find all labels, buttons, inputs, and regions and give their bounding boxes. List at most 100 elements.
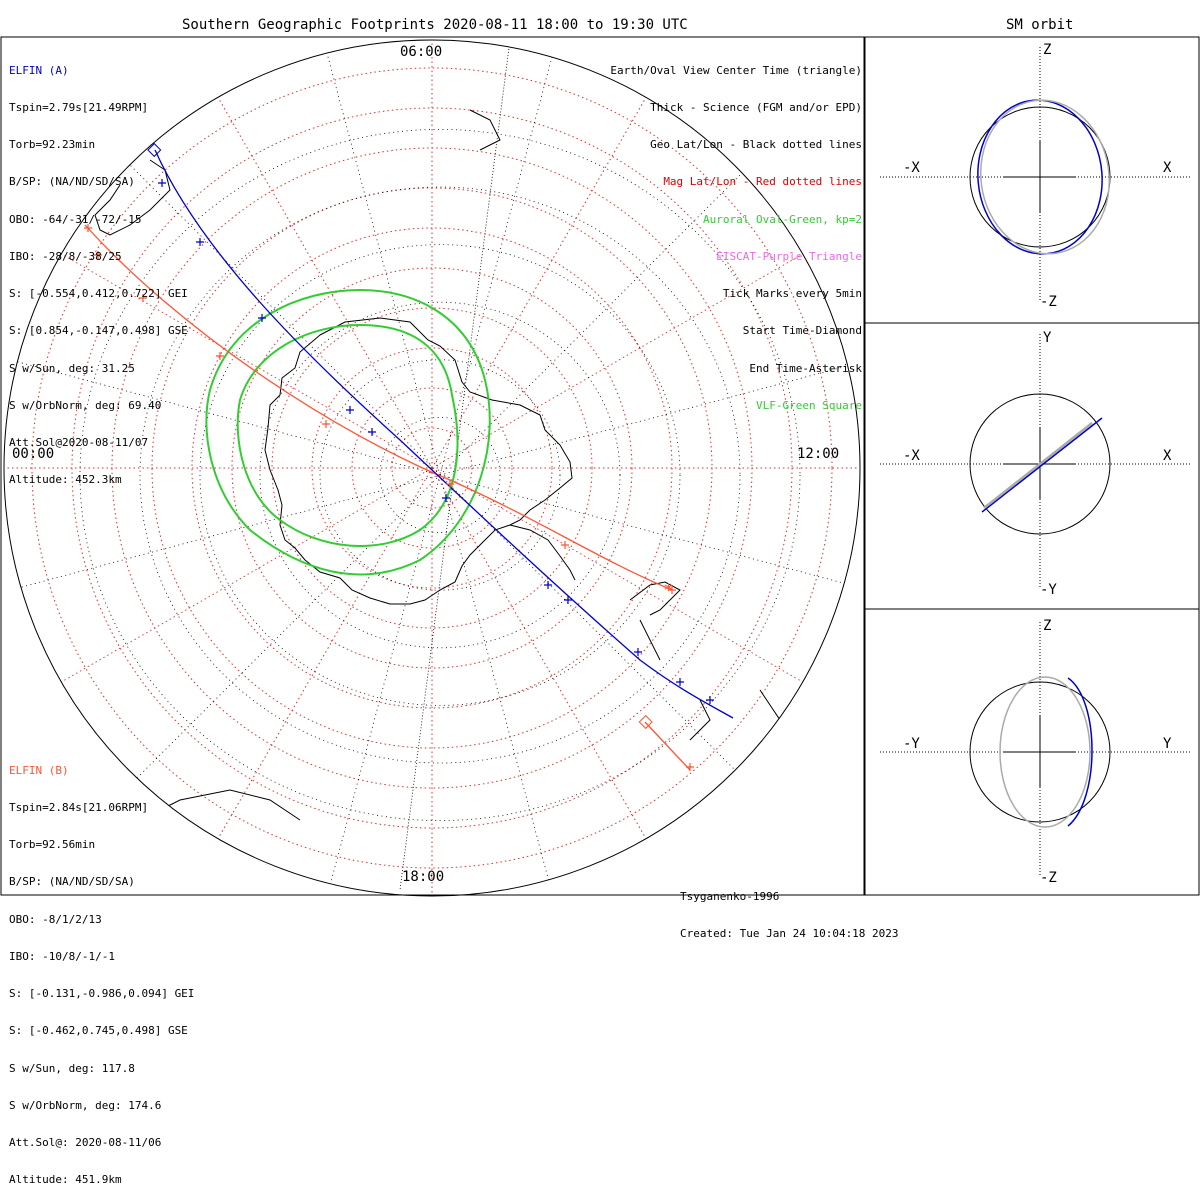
elfin-b-tspin: Tspin=2.84s[21.06RPM]	[9, 801, 149, 815]
orbit1-label-top: Z	[1043, 42, 1052, 58]
orbit2-label-bottom: -Y	[1040, 582, 1057, 598]
geo-lat-circle	[379, 416, 501, 533]
mag-lat-circle	[231, 267, 633, 669]
geo-lon-line	[325, 474, 441, 896]
elfin-a-start-diamond	[147, 142, 162, 158]
elfin-b-s-gse: S: [-0.462,0.745,0.498] GSE	[9, 1024, 188, 1038]
elfin-b-s-gei: S: [-0.131,-0.986,0.094] GEI	[9, 987, 195, 1001]
elfin-b-orbit	[999, 676, 1091, 828]
legend-item-eiscat: EISCAT-Purple Triangle	[716, 249, 862, 263]
tick-mark	[368, 428, 376, 436]
footprint-map: *	[0, 36, 1200, 897]
elfin-a-attsol: Att.Sol@2020-08-11/07	[9, 436, 149, 449]
orbit2-label-top: Y	[1043, 330, 1052, 346]
elfin-b-end-asterisk: *	[664, 580, 673, 601]
legend-item-geo-grid: Geo Lat/Lon - Black dotted lines	[650, 138, 862, 152]
auroral-oval-inner	[236, 323, 459, 547]
legend-item-end: End Time-Asterisk	[749, 361, 862, 375]
tick-mark	[258, 314, 266, 322]
orbit3-label-bottom: -Z	[1040, 870, 1057, 886]
elfin-a-s-gei: S: [-0.554,0.412,0.722] GEI	[9, 287, 188, 301]
auroral-oval	[205, 288, 491, 576]
south-america-coast	[629, 581, 681, 616]
tick-mark	[706, 696, 714, 704]
tick-mark	[158, 179, 166, 187]
elfin-b-altitude: Altitude: 451.9km	[9, 1173, 122, 1187]
elfin-a-orbit	[1067, 677, 1093, 827]
elfin-b-obo: OBO: -8/1/2/13	[9, 912, 102, 926]
orbit1-label-bottom: -Z	[1040, 294, 1057, 310]
legend-item-science: Thick - Science (FGM and/or EPD)	[650, 101, 862, 115]
mlt-label-left: 00:00	[12, 446, 55, 462]
tick-mark	[668, 586, 676, 594]
tick-mark	[564, 596, 572, 604]
tick-mark	[94, 251, 102, 259]
tick-mark	[216, 352, 224, 360]
elfin-b-start-diamond	[638, 714, 653, 730]
tick-mark	[139, 294, 147, 302]
elfin-a-bsp: B/SP: (NA/ND/SD/SA)	[9, 175, 135, 189]
antarctica-coast	[264, 317, 573, 605]
tick-mark	[446, 480, 454, 488]
orbit-drawings	[880, 47, 1190, 877]
elfin-b-s-orbnorm: S w/OrbNorm, deg: 174.6	[9, 1098, 162, 1112]
new-zealand-coast	[469, 109, 501, 151]
orbit1-label-left: -X	[903, 160, 920, 176]
map-panel-border	[0, 36, 865, 896]
tick-mark	[322, 420, 330, 428]
mag-lat-circle	[271, 307, 593, 629]
legend-item-start: Start Time-Diamond	[742, 324, 862, 338]
geo-lat-circle	[259, 301, 621, 649]
orbit1-label-right: X	[1163, 160, 1172, 176]
legend: Earth/Oval View Center Time (triangle) T…	[610, 40, 862, 425]
tick-mark	[544, 581, 552, 589]
elfin-a-s-orbnorm: S w/OrbNorm, deg: 69.40	[9, 398, 162, 412]
orbit-panel-border	[864, 36, 1200, 896]
legend-item-tick-marks: Tick Marks every 5min	[722, 287, 862, 301]
orbit2-label-right: X	[1163, 448, 1172, 464]
tick-mark	[84, 224, 92, 232]
orbit3-label-left: -Y	[903, 736, 920, 752]
elfin-a-obo: OBO: -64/-31/-72/-15	[9, 212, 142, 226]
elfin-b-ibo: IBO: -10/8/-1/-1	[9, 949, 115, 963]
geo-lat-circle	[79, 128, 801, 822]
elfin-a-altitude: Altitude: 452.3km	[9, 473, 122, 487]
mag-lon-line	[431, 467, 805, 684]
mag-lon-line	[216, 467, 433, 841]
geo-lon-line	[439, 49, 555, 476]
geo-lat-circle	[139, 186, 741, 764]
tick-mark	[676, 678, 684, 686]
elfin-a-orbit	[981, 417, 1103, 513]
elfin-a-trace	[154, 149, 734, 719]
mlt-label-bottom: 18:00	[402, 869, 445, 885]
elfin-a-tspin: Tspin=2.79s[21.49RPM]	[9, 101, 149, 115]
mlt-label-right: 12:00	[797, 446, 840, 462]
model-name: Tsyganenko-1996	[680, 889, 780, 903]
orbit-title: SM orbit	[1006, 17, 1074, 33]
mag-lat-circle	[391, 427, 473, 509]
orbit3-label-top: Z	[1043, 618, 1052, 634]
elfin-b-s-sun: S w/Sun, deg: 117.8	[9, 1061, 135, 1075]
tick-mark	[196, 238, 204, 246]
elfin-b-label: ELFIN (B)	[9, 763, 69, 777]
legend-item-auroral-oval: Auroral Oval-Green, kp=2	[703, 212, 862, 226]
elfin-b-trace	[84, 224, 691, 771]
tick-mark	[561, 541, 569, 549]
geo-lon-line	[439, 474, 860, 590]
created-date: Created: Tue Jan 24 10:04:18 2023	[680, 927, 899, 941]
elfin-a-s-gse: S: [0.854,-0.147,0.498] GSE	[9, 324, 188, 338]
tick-mark	[634, 648, 642, 656]
tick-marks	[84, 179, 714, 771]
mag-lon-line	[59, 467, 433, 684]
elfin-a-info: ELFIN (A) Tspin=2.79s[21.49RPM] Torb=92.…	[9, 40, 188, 499]
mag-lat-circle	[311, 347, 553, 589]
elfin-a-label: ELFIN (A)	[9, 63, 69, 77]
mag-lat-circle	[31, 67, 833, 869]
elfin-b-orbit	[979, 99, 1111, 255]
elfin-a-ibo: IBO: -28/8/-38/25	[9, 249, 122, 263]
orbit3-label-right: Y	[1163, 736, 1172, 752]
legend-item-vlf: VLF-Green Square	[756, 398, 862, 412]
mag-lon-line	[216, 95, 433, 469]
globe-outline	[3, 39, 861, 897]
geo-lon-line	[439, 474, 555, 896]
